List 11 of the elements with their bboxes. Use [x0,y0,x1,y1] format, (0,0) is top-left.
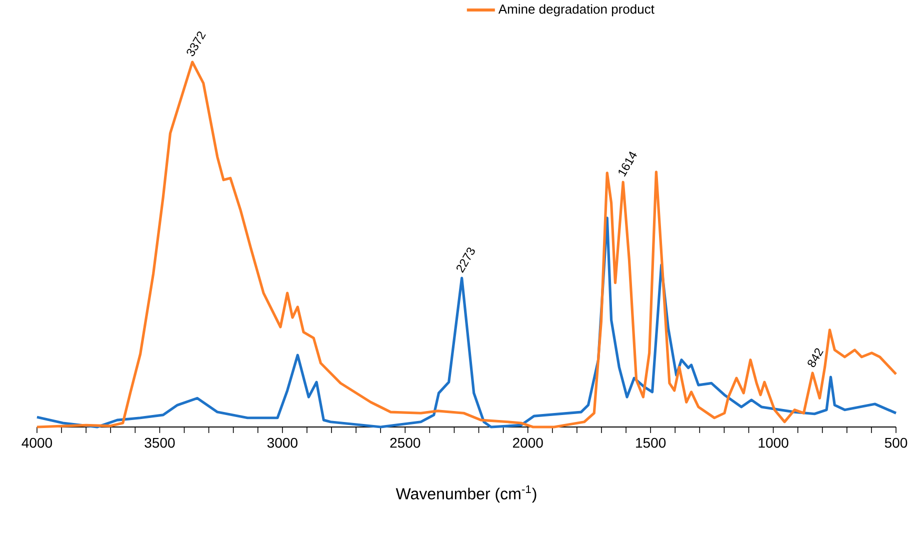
x-tick-label: 3000 [267,438,298,448]
x-tick-label: 2500 [390,438,420,448]
x-tick-label: 3500 [144,438,175,448]
x-tick-label: 1500 [636,438,666,448]
x-tick-label: 1000 [758,438,788,448]
x-tick-label: 500 [884,438,908,448]
x-axis-title: Wavenumber (cm$^{-1}$) [396,485,536,503]
annotation: 842 [808,348,824,368]
x-tick-label: 4000 [22,438,52,448]
x-tick-label: 2000 [512,438,543,448]
legend-label: Amine degradation product [498,4,654,16]
